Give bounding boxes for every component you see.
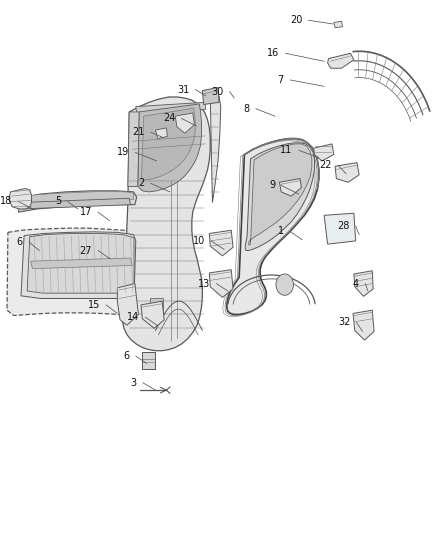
Polygon shape <box>7 228 148 316</box>
Polygon shape <box>314 144 334 161</box>
Text: 21: 21 <box>132 127 145 137</box>
Polygon shape <box>279 179 301 196</box>
Text: 24: 24 <box>163 114 175 123</box>
Polygon shape <box>117 284 138 325</box>
Polygon shape <box>334 21 343 28</box>
Text: 9: 9 <box>269 181 275 190</box>
Polygon shape <box>138 104 201 192</box>
Polygon shape <box>21 232 136 298</box>
Text: 16: 16 <box>267 49 279 58</box>
Polygon shape <box>150 298 163 312</box>
Polygon shape <box>27 233 134 293</box>
Text: 6: 6 <box>17 237 23 247</box>
Polygon shape <box>209 270 233 297</box>
Text: 14: 14 <box>127 312 139 322</box>
Polygon shape <box>155 128 167 139</box>
Text: 31: 31 <box>177 85 189 94</box>
Text: 6: 6 <box>124 351 130 361</box>
Text: 20: 20 <box>290 15 302 25</box>
Text: 15: 15 <box>88 300 100 310</box>
Text: 4: 4 <box>353 279 359 288</box>
Text: 32: 32 <box>338 318 350 327</box>
Polygon shape <box>25 191 134 206</box>
Polygon shape <box>249 144 312 245</box>
Polygon shape <box>128 112 139 187</box>
Polygon shape <box>245 143 314 251</box>
Text: 17: 17 <box>80 207 92 217</box>
Polygon shape <box>18 191 137 212</box>
Text: 10: 10 <box>193 236 205 246</box>
Polygon shape <box>123 97 210 351</box>
Polygon shape <box>31 258 132 269</box>
Polygon shape <box>324 213 356 244</box>
Polygon shape <box>21 198 131 209</box>
Text: 19: 19 <box>117 148 129 157</box>
Text: 5: 5 <box>55 197 61 206</box>
Text: 28: 28 <box>337 221 350 231</box>
Polygon shape <box>354 271 373 296</box>
Text: 3: 3 <box>131 378 137 387</box>
Text: 2: 2 <box>138 179 145 188</box>
Text: 30: 30 <box>211 87 223 96</box>
Polygon shape <box>136 102 206 113</box>
Text: 18: 18 <box>0 197 12 206</box>
Text: 27: 27 <box>79 246 92 255</box>
Polygon shape <box>335 163 359 182</box>
Text: 8: 8 <box>244 104 250 114</box>
Polygon shape <box>202 87 219 104</box>
Polygon shape <box>210 96 221 203</box>
Circle shape <box>276 274 293 295</box>
Text: 1: 1 <box>278 227 284 236</box>
Text: 7: 7 <box>278 75 284 85</box>
Polygon shape <box>227 139 319 314</box>
Polygon shape <box>353 310 374 340</box>
Polygon shape <box>142 352 155 369</box>
Text: 22: 22 <box>319 160 332 170</box>
Text: 11: 11 <box>280 146 293 155</box>
Polygon shape <box>141 108 195 180</box>
Polygon shape <box>141 301 164 328</box>
Polygon shape <box>9 189 32 209</box>
Polygon shape <box>209 230 233 256</box>
Text: 13: 13 <box>198 279 210 288</box>
Polygon shape <box>175 113 194 133</box>
Polygon shape <box>328 53 354 68</box>
